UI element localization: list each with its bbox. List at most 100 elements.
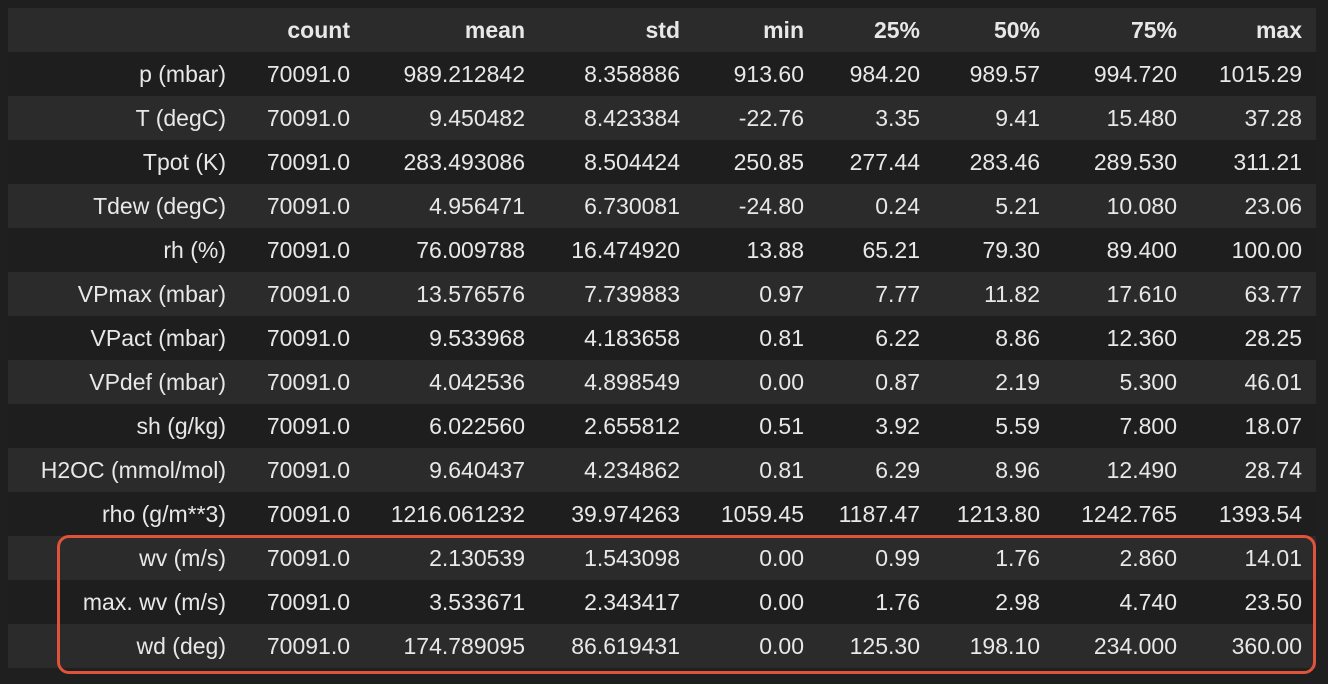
column-header-std: std: [539, 8, 694, 52]
table-header: count mean std min 25% 50% 75% max: [8, 8, 1316, 52]
table-row: VPact (mbar) 70091.0 9.533968 4.183658 0.81 6…: [8, 316, 1316, 360]
table-cell: 17.610: [1054, 272, 1191, 316]
table-cell: 1059.45: [694, 492, 818, 536]
table-cell: 234.000: [1054, 624, 1191, 668]
table-cell: 0.97: [694, 272, 818, 316]
table-cell: 63.77: [1191, 272, 1316, 316]
row-index-label: Tpot (K): [8, 140, 240, 184]
table-row: wd (deg) 70091.0 174.789095 86.619431 0.00 12…: [8, 624, 1316, 668]
table-cell: 1.76: [818, 580, 934, 624]
table-cell: 0.51: [694, 404, 818, 448]
table-cell: 70091.0: [240, 360, 364, 404]
table-cell: 6.29: [818, 448, 934, 492]
table-row: p (mbar) 70091.0 989.212842 8.358886 913.60 9…: [8, 52, 1316, 96]
table-cell: 2.19: [934, 360, 1054, 404]
row-index-label: H2OC (mmol/mol): [8, 448, 240, 492]
table-row: Tpot (K) 70091.0 283.493086 8.504424 250.85 2…: [8, 140, 1316, 184]
row-index-label: VPact (mbar): [8, 316, 240, 360]
table-cell: 4.898549: [539, 360, 694, 404]
table-cell: 994.720: [1054, 52, 1191, 96]
table-cell: 70091.0: [240, 140, 364, 184]
table-cell: 5.300: [1054, 360, 1191, 404]
table-cell: 913.60: [694, 52, 818, 96]
table-cell: 4.956471: [364, 184, 539, 228]
column-header-min: min: [694, 8, 818, 52]
table-cell: 70091.0: [240, 492, 364, 536]
table-cell: 70091.0: [240, 96, 364, 140]
table-cell: 14.01: [1191, 536, 1316, 580]
table-body: p (mbar) 70091.0 989.212842 8.358886 913.60 9…: [8, 52, 1316, 668]
table-cell: 7.800: [1054, 404, 1191, 448]
table-cell: 23.50: [1191, 580, 1316, 624]
row-index-label: T (degC): [8, 96, 240, 140]
table-row: VPmax (mbar) 70091.0 13.576576 7.739883 0.97…: [8, 272, 1316, 316]
table-cell: 12.360: [1054, 316, 1191, 360]
table-cell: 4.234862: [539, 448, 694, 492]
table-cell: 8.86: [934, 316, 1054, 360]
table-cell: 6.22: [818, 316, 934, 360]
describe-table: count mean std min 25% 50% 75% max p (mb…: [8, 8, 1316, 668]
row-index-label: sh (g/kg): [8, 404, 240, 448]
table-cell: 1213.80: [934, 492, 1054, 536]
table-cell: 5.59: [934, 404, 1054, 448]
table-cell: 70091.0: [240, 624, 364, 668]
table-cell: 1.543098: [539, 536, 694, 580]
table-cell: 23.06: [1191, 184, 1316, 228]
row-index-label: VPdef (mbar): [8, 360, 240, 404]
table-row: max. wv (m/s) 70091.0 3.533671 2.343417 0.00…: [8, 580, 1316, 624]
table-cell: 2.655812: [539, 404, 694, 448]
table-cell: 4.740: [1054, 580, 1191, 624]
table-cell: 0.00: [694, 580, 818, 624]
table-cell: 9.533968: [364, 316, 539, 360]
table-cell: 0.00: [694, 360, 818, 404]
table-cell: 70091.0: [240, 448, 364, 492]
table-cell: 13.576576: [364, 272, 539, 316]
table-cell: 2.98: [934, 580, 1054, 624]
table-cell: 3.92: [818, 404, 934, 448]
table-cell: 70091.0: [240, 52, 364, 96]
column-header-mean: mean: [364, 8, 539, 52]
table-cell: 79.30: [934, 228, 1054, 272]
table-cell: 15.480: [1054, 96, 1191, 140]
table-row: H2OC (mmol/mol) 70091.0 9.640437 4.234862 0.…: [8, 448, 1316, 492]
table-row: T (degC) 70091.0 9.450482 8.423384 -22.76 3.3…: [8, 96, 1316, 140]
table-cell: 70091.0: [240, 272, 364, 316]
table-cell: 39.974263: [539, 492, 694, 536]
column-header-25: 25%: [818, 8, 934, 52]
table-cell: 76.009788: [364, 228, 539, 272]
table-cell: 70091.0: [240, 184, 364, 228]
table-cell: 0.81: [694, 448, 818, 492]
table-cell: 28.25: [1191, 316, 1316, 360]
table-cell: 125.30: [818, 624, 934, 668]
table-cell: 11.82: [934, 272, 1054, 316]
table-cell: 1393.54: [1191, 492, 1316, 536]
table-cell: 46.01: [1191, 360, 1316, 404]
table-cell: 198.10: [934, 624, 1054, 668]
column-header-max: max: [1191, 8, 1316, 52]
table-cell: 70091.0: [240, 316, 364, 360]
table-cell: -24.80: [694, 184, 818, 228]
table-cell: 3.35: [818, 96, 934, 140]
index-header: [8, 8, 240, 52]
table-cell: 283.46: [934, 140, 1054, 184]
table-row: sh (g/kg) 70091.0 6.022560 2.655812 0.51 3.92…: [8, 404, 1316, 448]
table-cell: 70091.0: [240, 404, 364, 448]
row-index-label: VPmax (mbar): [8, 272, 240, 316]
table-cell: 8.504424: [539, 140, 694, 184]
table-cell: 7.77: [818, 272, 934, 316]
table-cell: 2.860: [1054, 536, 1191, 580]
table-cell: 70091.0: [240, 536, 364, 580]
table-cell: 10.080: [1054, 184, 1191, 228]
table-cell: 8.96: [934, 448, 1054, 492]
table-cell: 7.739883: [539, 272, 694, 316]
table-cell: 984.20: [818, 52, 934, 96]
table-cell: 3.533671: [364, 580, 539, 624]
table-cell: 70091.0: [240, 228, 364, 272]
table-cell: 1187.47: [818, 492, 934, 536]
table-cell: 9.640437: [364, 448, 539, 492]
table-cell: 16.474920: [539, 228, 694, 272]
row-index-label: wd (deg): [8, 624, 240, 668]
header-row: count mean std min 25% 50% 75% max: [8, 8, 1316, 52]
table-cell: 2.130539: [364, 536, 539, 580]
